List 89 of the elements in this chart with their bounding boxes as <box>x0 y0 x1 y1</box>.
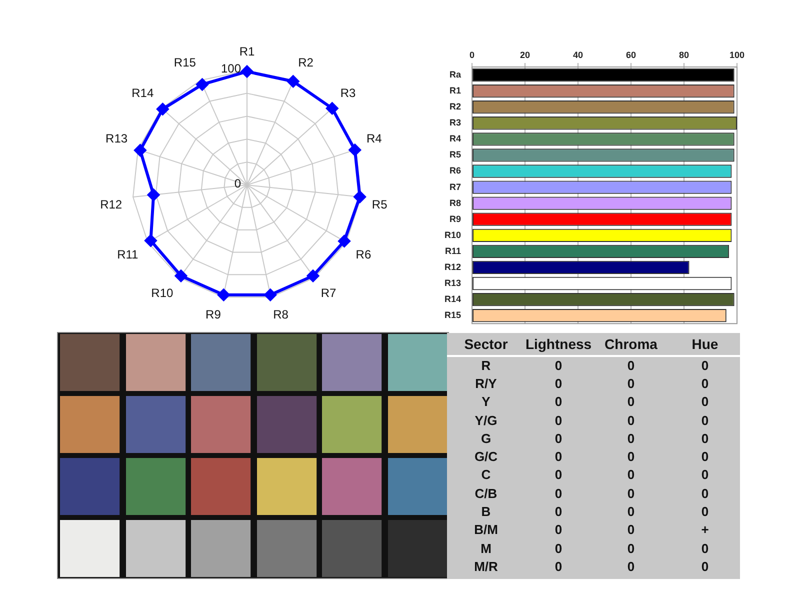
category-label: Y <box>482 394 490 410</box>
text: 0 <box>701 486 709 501</box>
y-tick-label: R4 <box>449 134 461 144</box>
text: 0 <box>627 449 635 464</box>
y-tick-label: Ra <box>449 70 462 80</box>
spoke-label: R5 <box>372 198 388 212</box>
category-label: Lightness <box>525 336 592 352</box>
text: 0 <box>701 358 709 374</box>
spoke-label: R10 <box>151 286 174 300</box>
text: 0 <box>701 449 709 464</box>
text: 0 <box>627 430 635 446</box>
y-tick-label: R6 <box>449 166 461 176</box>
text: 0 <box>627 358 635 374</box>
text: 0 <box>701 376 709 391</box>
category-label: C/B <box>474 486 498 501</box>
category-label: M/R <box>474 558 498 574</box>
text: 0 <box>554 467 562 482</box>
category-label: Hue <box>692 336 718 352</box>
spoke-label: R12 <box>100 198 122 212</box>
spoke-label: R9 <box>206 307 222 322</box>
spoke-label: R14 <box>132 86 154 100</box>
spoke-label: R7 <box>320 286 336 300</box>
y-tick-label: R14 <box>444 294 461 304</box>
category-label: G <box>480 430 492 446</box>
spoke-label: R2 <box>298 55 314 70</box>
category-label: B/M <box>474 522 498 538</box>
text: 0 <box>627 522 635 538</box>
text: 0 <box>627 467 635 482</box>
spoke-label: R6 <box>356 247 372 262</box>
category-label: B <box>481 504 491 520</box>
y-tick-label: R12 <box>444 262 461 272</box>
y-tick-label: R3 <box>449 118 461 128</box>
category-label: C <box>481 467 491 482</box>
text: 0 <box>701 504 709 520</box>
text: 0 <box>627 504 635 520</box>
x-tick-label: 60 <box>626 50 636 60</box>
text: 0 <box>554 486 562 501</box>
text: 0 <box>554 558 562 574</box>
category-label: G/C <box>474 449 498 464</box>
text: 0 <box>627 540 635 556</box>
y-tick-label: R5 <box>449 150 461 160</box>
text: 0 <box>554 449 562 464</box>
text: + <box>701 522 709 538</box>
text: 0 <box>701 412 709 428</box>
text: 0 <box>701 558 709 574</box>
x-tick-label: 80 <box>678 50 690 60</box>
y-tick-label: R10 <box>444 230 461 240</box>
spoke-label: R15 <box>174 55 196 70</box>
y-tick-label: R7 <box>449 182 461 192</box>
text: 0 <box>554 522 562 538</box>
text: 0 <box>554 394 562 410</box>
y-tick-label: R1 <box>449 86 461 96</box>
x-tick-label: 0 <box>469 50 475 60</box>
x-tick-label: 20 <box>520 50 530 60</box>
spoke-label: R8 <box>273 307 289 322</box>
text: 0 <box>701 540 709 556</box>
y-tick-label: R8 <box>449 198 461 208</box>
text: 0 <box>701 430 709 446</box>
category-label: R <box>481 358 491 374</box>
spoke-label: R3 <box>340 86 356 100</box>
text: 0 <box>554 358 562 374</box>
category-label: Chroma <box>604 336 658 352</box>
y-tick-label: R2 <box>449 102 461 112</box>
spoke-label: R13 <box>106 131 128 146</box>
text: 0 <box>701 467 709 482</box>
text: 0 <box>627 376 635 391</box>
spoke-label: R1 <box>239 44 255 59</box>
text: 0 <box>627 394 635 410</box>
text: 0 <box>554 540 562 556</box>
spoke-label: R4 <box>366 131 382 146</box>
category-label: R/Y <box>475 376 497 391</box>
text: 0 <box>627 558 635 574</box>
text: 0 <box>554 376 562 391</box>
x-tick-label: 40 <box>572 50 584 60</box>
spoke-label: R11 <box>117 247 139 262</box>
text: 0 <box>554 412 562 428</box>
text: Sector <box>464 336 508 352</box>
text: 0 <box>627 486 635 501</box>
text: 0 <box>627 412 635 428</box>
category-label: Y/G <box>474 412 498 428</box>
text: 0 <box>554 504 562 520</box>
category-label: M <box>480 540 492 556</box>
x-tick-label: 100 <box>729 50 745 60</box>
y-tick-label: R15 <box>444 310 461 320</box>
y-tick-label: R9 <box>449 214 461 224</box>
y-tick-label: R13 <box>444 278 461 288</box>
text: 0 <box>554 430 562 446</box>
text: 0 <box>701 394 709 410</box>
y-tick-label: R11 <box>444 246 461 256</box>
